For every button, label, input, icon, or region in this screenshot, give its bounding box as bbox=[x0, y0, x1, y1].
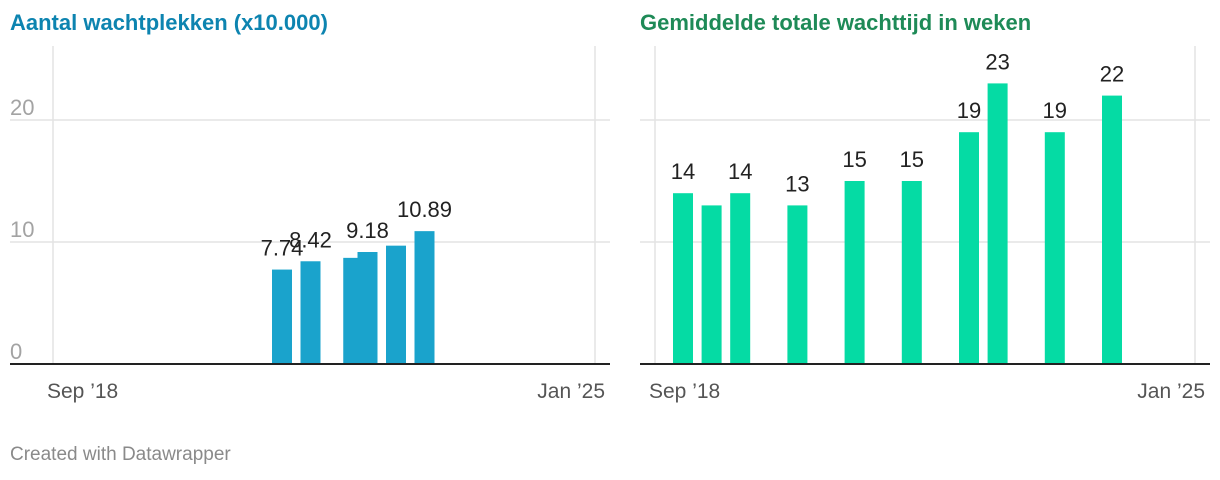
bar bbox=[901, 181, 922, 364]
data-label: 14 bbox=[671, 159, 695, 184]
bar bbox=[357, 252, 378, 364]
data-label: 15 bbox=[842, 147, 866, 172]
bar bbox=[272, 269, 292, 364]
data-label: 14 bbox=[728, 159, 752, 184]
data-label: 8.42 bbox=[289, 227, 332, 252]
bar bbox=[300, 261, 321, 364]
bar bbox=[987, 83, 1008, 365]
x-tick-label: Jan ’25 bbox=[537, 380, 605, 403]
bar bbox=[787, 205, 808, 364]
bar bbox=[1044, 132, 1065, 364]
right-chart-title: Gemiddelde totale wachttijd in weken bbox=[640, 10, 1032, 35]
bar bbox=[414, 231, 435, 364]
bar bbox=[1102, 95, 1122, 364]
data-label: 22 bbox=[1100, 62, 1124, 87]
bar bbox=[730, 193, 751, 364]
footer-credit: Created with Datawrapper bbox=[10, 444, 231, 465]
data-label: 19 bbox=[1043, 98, 1067, 123]
bar bbox=[844, 181, 865, 364]
data-label: 15 bbox=[900, 147, 924, 172]
data-label: 19 bbox=[957, 98, 981, 123]
y-tick-label: 0 bbox=[10, 339, 22, 364]
data-label: 9.18 bbox=[346, 218, 389, 243]
data-label: 23 bbox=[985, 49, 1009, 74]
data-label: 13 bbox=[785, 171, 809, 196]
bar bbox=[673, 193, 693, 364]
bar bbox=[959, 132, 979, 364]
x-tick-label: Sep ’18 bbox=[649, 380, 720, 403]
bar bbox=[386, 245, 406, 364]
bar bbox=[701, 205, 722, 364]
data-label: 10.89 bbox=[397, 197, 452, 222]
x-tick-label: Sep ’18 bbox=[47, 380, 118, 403]
x-tick-label: Jan ’25 bbox=[1137, 380, 1205, 403]
data-label: 7.74 bbox=[261, 236, 304, 261]
y-tick-label: 10 bbox=[10, 217, 34, 242]
left-chart-title: Aantal wachtplekken (x10.000) bbox=[10, 10, 328, 35]
y-tick-label: 20 bbox=[10, 95, 34, 120]
